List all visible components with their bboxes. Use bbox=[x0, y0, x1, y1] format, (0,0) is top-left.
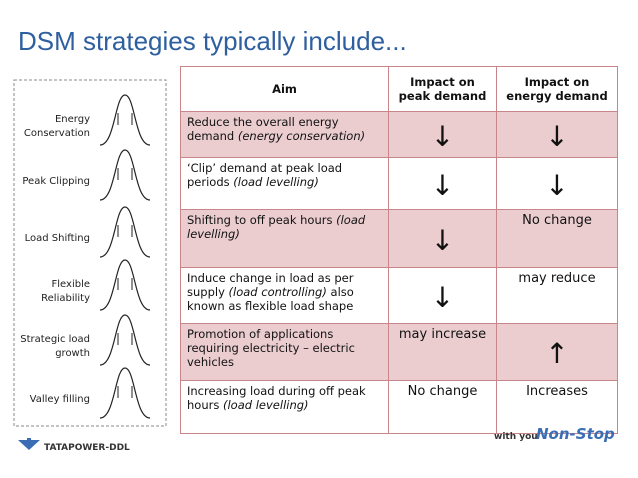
aim-text: (load levelling) bbox=[223, 398, 309, 412]
aim-cell: Reduce the overall energy demand (energy… bbox=[180, 111, 389, 158]
aim-text: (load levelling) bbox=[233, 175, 319, 189]
aim-text: (load controlling) bbox=[228, 285, 327, 299]
tagline: with you bbox=[494, 432, 538, 442]
load-curve bbox=[99, 94, 151, 146]
table-row: Shifting to off peak hours (load levelli… bbox=[180, 209, 618, 268]
strategy-label: Reliability bbox=[41, 293, 90, 304]
strategy-label: Load Shifting bbox=[25, 233, 90, 244]
aim-cell: ‘Clip’ demand at peak load periods (load… bbox=[180, 157, 389, 210]
diagram-frame bbox=[13, 79, 167, 427]
aim-cell: Promotion of applications requiring elec… bbox=[180, 323, 389, 381]
strategy-label: Flexible bbox=[52, 279, 90, 290]
impact-cell: may increase bbox=[388, 323, 497, 381]
load-curve bbox=[99, 367, 151, 419]
curve-marker bbox=[117, 333, 133, 345]
strategy-label: growth bbox=[55, 348, 90, 359]
logo-icon bbox=[18, 438, 40, 450]
strategy-table: Aim Impact on peak demand Impact on energy… bbox=[180, 66, 618, 434]
strategy-label: Valley filling bbox=[30, 394, 90, 405]
table-row: Induce change in load as per supply (loa… bbox=[180, 267, 618, 324]
curve-marker bbox=[117, 168, 133, 180]
aim-text: (load levelling) bbox=[187, 213, 366, 241]
strategy-diagram: Energy Conservation Peak Clipping Load Shif… bbox=[13, 79, 167, 450]
aim-text: Shifting to off peak hours bbox=[187, 213, 333, 227]
aim-text: (energy conservation) bbox=[237, 129, 366, 143]
aim-text: also known as flexible load shape bbox=[187, 285, 354, 313]
strategy-label: Energy bbox=[55, 114, 90, 125]
header-row: Aim Impact on peak demand Impact on energy… bbox=[180, 66, 618, 112]
impact-cell: No change bbox=[388, 380, 497, 434]
curve-marker bbox=[117, 386, 133, 398]
aim-cell: Increasing load during off peak hours (l… bbox=[180, 380, 389, 434]
impact-cell: No change bbox=[496, 209, 618, 268]
table-row: Reduce the overall energy demand (energy… bbox=[180, 111, 618, 158]
column-header: Aim bbox=[180, 66, 389, 112]
strategy-label: Conservation bbox=[24, 128, 90, 139]
impact-cell: ↓ bbox=[388, 209, 497, 268]
aim-text: Induce change in load as per supply bbox=[187, 271, 354, 299]
aim-text: Promotion of applications requiring elec… bbox=[187, 327, 355, 369]
load-curve bbox=[99, 206, 151, 258]
impact-cell: ↓ bbox=[388, 267, 497, 324]
curve-marker bbox=[117, 278, 133, 290]
curve-marker bbox=[117, 225, 133, 237]
impact-cell: may reduce bbox=[496, 267, 618, 324]
impact-cell: ↑ bbox=[496, 323, 618, 381]
impact-cell: Increases bbox=[496, 380, 618, 434]
strategy-label: Peak Clipping bbox=[22, 176, 90, 187]
aim-cell: Induce change in load as per supply (loa… bbox=[180, 267, 389, 324]
slogan: Non-Stop bbox=[536, 425, 615, 443]
table-row: Increasing load during off peak hours (l… bbox=[180, 380, 618, 434]
aim-text: Increasing load during off peak hours bbox=[187, 384, 366, 412]
curve-marker bbox=[117, 113, 133, 125]
strategy-label: Strategic load bbox=[20, 334, 90, 345]
aim-cell: Shifting to off peak hours (load levelli… bbox=[180, 209, 389, 268]
logo-text: TATAPOWER-DDL bbox=[44, 443, 130, 453]
load-curve bbox=[99, 314, 151, 366]
impact-cell: ↓ bbox=[388, 157, 497, 210]
load-curve bbox=[99, 259, 151, 311]
impact-cell: ↓ bbox=[496, 157, 618, 210]
impact-cell: ↓ bbox=[388, 111, 497, 158]
slide-title: DSM strategies typically include... bbox=[18, 26, 407, 56]
table-row: Promotion of applications requiring elec… bbox=[180, 323, 618, 381]
column-header: Impact on energy demand bbox=[496, 66, 618, 112]
column-header: Impact on peak demand bbox=[388, 66, 497, 112]
aim-text: Reduce the overall energy demand bbox=[187, 115, 339, 143]
impact-cell: ↓ bbox=[496, 111, 618, 158]
aim-text: ‘Clip’ demand at peak load periods bbox=[187, 161, 343, 189]
load-curve bbox=[99, 149, 151, 201]
table-row: ‘Clip’ demand at peak load periods (load… bbox=[180, 157, 618, 210]
